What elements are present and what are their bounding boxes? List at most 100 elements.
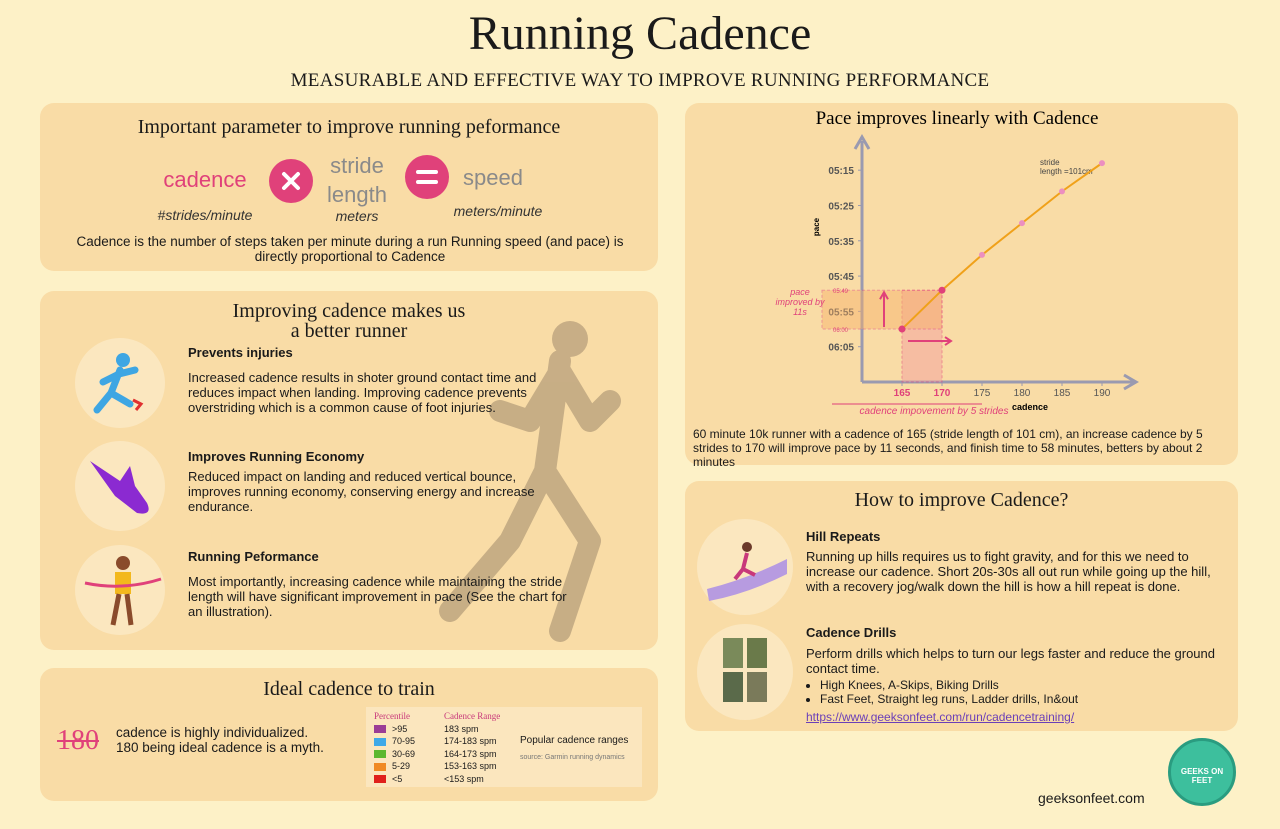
table-row: 70-95 174-183 spm [374,735,506,748]
x-axis-arrow [1123,373,1139,391]
equals-icon [405,155,449,199]
percentile: <5 [392,773,403,784]
percentile-cell: >95 [374,723,444,736]
panel-heading: Important parameter to improve running p… [137,116,561,138]
percentile-cell: 5-29 [374,760,444,773]
percentile-cell: 70-95 [374,735,444,748]
arrow-head [879,290,889,300]
percentile: 70-95 [392,736,416,747]
improve-panel: How to improve Cadence? Hill Repeats Run… [685,481,1238,731]
drill-list: High Knees, A-Skips, Biking DrillsFast F… [806,678,1226,706]
column-header: Cadence Range [444,711,501,722]
y-tick-label: 05:25 [828,201,854,212]
x-tick-label: 175 [974,388,991,399]
data-point [898,325,906,333]
x-tick-label: 165 [894,388,911,399]
column-header: Percentile [374,711,410,722]
annotation: cadence impovement by 5 strides [860,406,1009,417]
table-row: <5 <153 spm [374,773,506,786]
percentile: >95 [392,723,408,734]
benefit-title: Improves Running Economy [188,449,365,464]
pace-chart: Pace improves linearly with Cadence 05:1… [775,108,1139,417]
cadence-range: 183 spm [444,723,479,734]
panel-heading: How to improve Cadence? [854,489,1069,511]
benefit-title: Prevents injuries [188,345,293,360]
link[interactable]: https://www.geeksonfeet.com/run/cadencet… [806,710,1075,724]
logo: GEEKS ON FEET [1168,738,1236,806]
y-tick-label: 05:55 [828,307,854,318]
percentile: 30-69 [392,748,416,759]
site: geeksonfeet.com [1038,790,1145,806]
y-tick-label: 05:15 [828,166,854,177]
term-unit: #strides/minute [157,207,253,223]
benefit: Running Peformance Most importantly, inc… [188,549,578,619]
data-line [901,162,1103,330]
text-line: cadence is highly individualized. [116,725,309,740]
annotation: 11s [793,307,807,317]
panel-heading: Improving cadence makes us a better runne… [40,301,658,341]
annotation: 06:00 [833,328,849,334]
ideal-text: cadence is highly individualized. 180 bei… [116,725,324,755]
benefit-text: Increased cadence results in shoter grou… [188,370,537,415]
data-point [1059,188,1065,195]
y-axis-arrow [853,134,871,150]
data-point [938,286,946,294]
hill-icon [697,519,793,615]
benefit: Prevents injuries Increased cadence resu… [188,345,568,415]
drill: High Knees, A-Skips, Biking Drills [820,678,1226,692]
x-tick-label: 185 [1054,388,1071,399]
annotation: length =101cm [1040,167,1093,176]
term: cadence [163,167,247,192]
data-point [1099,160,1105,167]
table-note: Popular cadence ranges [520,735,629,746]
x-tick-label: 190 [1094,388,1111,399]
swatch [374,750,386,759]
data-point [1019,220,1025,227]
tip-title: Cadence Drills [806,625,897,640]
injury-icon [75,338,165,428]
panel-heading: Ideal cadence to train [263,678,435,700]
formula-text: Cadence is the number of steps taken per… [76,234,624,264]
x-tick-label: 170 [934,388,951,399]
cadence-range: <153 spm [444,773,484,784]
tip: Cadence Drills Perform drills which help… [806,625,1226,724]
highlight [901,289,943,383]
ideal-panel: Ideal cadence to train 180 cadence is hi… [40,668,658,801]
formula-panel: Important parameter to improve running p… [40,103,658,271]
percentile-cell: <5 [374,773,444,786]
arrow-head [944,336,953,346]
benefit-title: Running Peformance [188,549,319,564]
term-unit: meters [335,208,379,224]
table-source: source: Garmin running dynamics [520,754,625,761]
shoe-icon [75,441,165,531]
swatch [374,725,386,734]
table-row: 30-69 164-173 spm [374,748,506,761]
x-tick-label: 180 [1014,388,1031,399]
swatch [374,737,386,746]
benefit-text: Most importantly, increasing cadence whi… [188,574,567,619]
data-point [979,251,985,258]
annotation: pace [789,287,810,297]
subtitle: MEASURABLE AND EFFECTIVE WAY TO IMPROVE … [290,70,990,91]
benefit-text: Reduced impact on landing and reduced ve… [188,469,535,514]
swatch [374,775,386,784]
annotation: improved by [775,297,825,307]
y-tick-label: 05:35 [828,237,854,248]
tip-title: Hill Repeats [806,529,881,544]
table-row: 5-29 153-163 spm [374,760,506,773]
text-line: 180 being ideal cadence is a myth. [116,740,324,755]
drill: Fast Feet, Straight leg runs, Ladder dri… [820,692,1226,706]
table-row: >95 183 spm [374,723,506,736]
chart-title: Pace improves linearly with Cadence [816,108,1099,129]
y-axis-label: pace [812,217,821,236]
cadence-range: 164-173 spm [444,748,497,759]
tip-text: Running up hills requires us to fight gr… [806,549,1211,594]
cadence-table-box: Percentile Cadence Range >95 183 spm 70-95 1… [366,707,642,787]
big-number: 180 [57,725,99,756]
drills-icon [697,624,793,720]
y-tick-label: 05:45 [828,272,854,283]
tip: Hill Repeats Running up hills requires u… [806,529,1226,594]
swatch [374,762,386,771]
x-axis-label: cadence [1012,402,1048,412]
